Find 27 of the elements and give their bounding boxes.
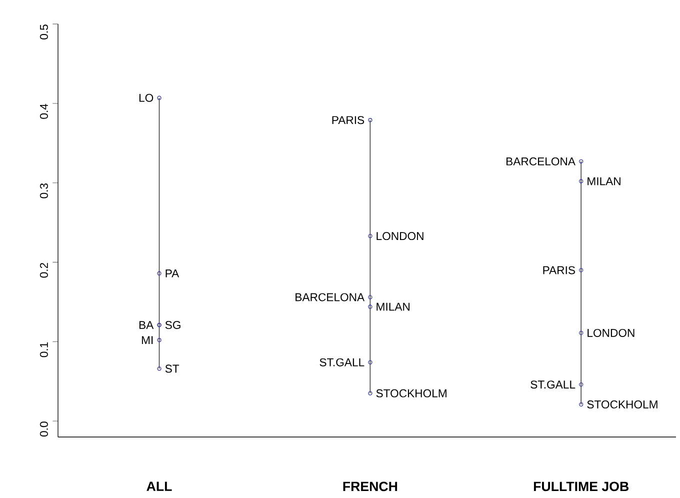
- annotation: MILAN: [588, 177, 620, 186]
- annotation: ST.GALL: [530, 380, 576, 389]
- annotation: PA: [166, 269, 180, 278]
- annotation: STOCKHOLM: [376, 389, 446, 398]
- x-tick-label: FULLTIME JOB: [534, 482, 629, 492]
- annotation: PARIS: [543, 266, 575, 274]
- annotation: PARIS: [332, 116, 364, 124]
- x-tick-label: ALL: [146, 482, 172, 491]
- annotation: ST: [165, 364, 180, 373]
- annotation: ST.GALL: [320, 358, 364, 366]
- annotation: MILAN: [376, 302, 410, 311]
- annotation: SG: [165, 320, 180, 330]
- y-tick-label: 0.3: [40, 183, 48, 198]
- annotation: BARCELONA: [506, 157, 576, 166]
- annotation: LO: [139, 94, 154, 102]
- annotation: MI: [142, 336, 153, 344]
- annotation: LONDON: [588, 328, 634, 337]
- annotation: BA: [139, 321, 154, 329]
- annotation: BARCELONA: [296, 293, 365, 302]
- y-tick-label: 0.0: [40, 422, 48, 437]
- y-tick-label: 0.2: [40, 262, 48, 278]
- y-tick-label: 0.1: [40, 342, 48, 358]
- x-tick-label: FRENCH: [343, 482, 398, 492]
- annotation: LONDON: [376, 232, 424, 240]
- y-tick-label: 0.5: [40, 24, 48, 40]
- y-tick-label: 0.4: [40, 104, 48, 119]
- annotation: STOCKHOLM: [587, 400, 658, 408]
